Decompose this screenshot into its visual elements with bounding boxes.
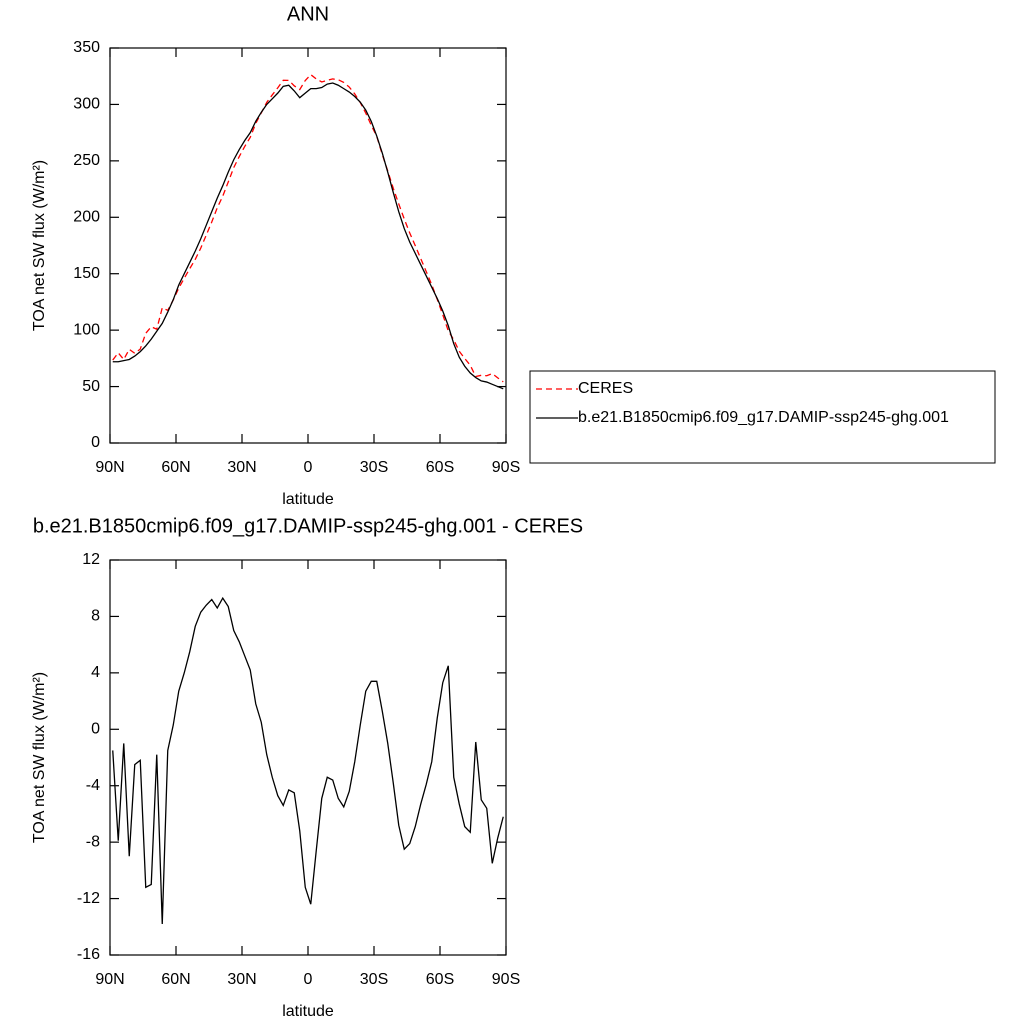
y-tick-label: 200 xyxy=(73,209,100,226)
y-tick-label: 0 xyxy=(91,721,100,738)
y-tick-label: 300 xyxy=(73,96,100,113)
y-axis-label: TOA net SW flux (W/m²) xyxy=(31,672,48,843)
legend-box xyxy=(529,370,996,464)
chart-title: ANN xyxy=(287,3,329,25)
x-tick-label: 60S xyxy=(426,459,454,476)
x-tick-label: 60S xyxy=(426,971,454,988)
y-tick-label: 250 xyxy=(73,152,100,169)
x-tick-label: 30N xyxy=(227,971,256,988)
y-tick-label: 12 xyxy=(82,551,100,568)
x-axis-label: latitude xyxy=(282,491,334,508)
x-tick-label: 30S xyxy=(360,459,388,476)
x-tick-label: 30S xyxy=(360,971,388,988)
data-line xyxy=(112,596,504,924)
x-tick-label: 90S xyxy=(492,971,520,988)
x-tick-label: 30N xyxy=(227,459,256,476)
chart-title: b.e21.B1850cmip6.f09_g17.DAMIP-ssp245-gh… xyxy=(33,515,583,537)
x-tick-label: 90N xyxy=(95,459,124,476)
y-tick-label: 350 xyxy=(73,39,100,56)
x-tick-label: 0 xyxy=(304,459,313,476)
x-axis-label: latitude xyxy=(282,1003,334,1020)
y-tick-label: -8 xyxy=(86,833,100,850)
data-line xyxy=(112,73,504,383)
y-tick-label: 0 xyxy=(91,434,100,451)
legend-label: b.e21.B1850cmip6.f09_g17.DAMIP-ssp245-gh… xyxy=(578,409,949,426)
data-line xyxy=(112,82,504,390)
x-tick-label: 90N xyxy=(95,971,124,988)
x-tick-label: 0 xyxy=(304,971,313,988)
x-tick-label: 90S xyxy=(492,459,520,476)
plot-frame xyxy=(109,559,507,956)
y-tick-label: 100 xyxy=(73,321,100,338)
legend: CERES b.e21.B1850cmip6.f09_g17.DAMIP-ssp2… xyxy=(529,370,996,464)
y-tick-label: 150 xyxy=(73,265,100,282)
legend-label: CERES xyxy=(578,380,633,397)
x-tick-label: 60N xyxy=(161,971,190,988)
y-tick-label: -4 xyxy=(86,777,100,794)
y-tick-label: -12 xyxy=(77,890,100,907)
x-tick-label: 60N xyxy=(161,459,190,476)
y-axis-label: TOA net SW flux (W/m²) xyxy=(31,160,48,331)
y-tick-label: 8 xyxy=(91,608,100,625)
plot-frame xyxy=(109,47,507,444)
y-tick-label: 4 xyxy=(91,664,100,681)
y-tick-label: 50 xyxy=(82,378,100,395)
y-tick-label: -16 xyxy=(77,946,100,963)
